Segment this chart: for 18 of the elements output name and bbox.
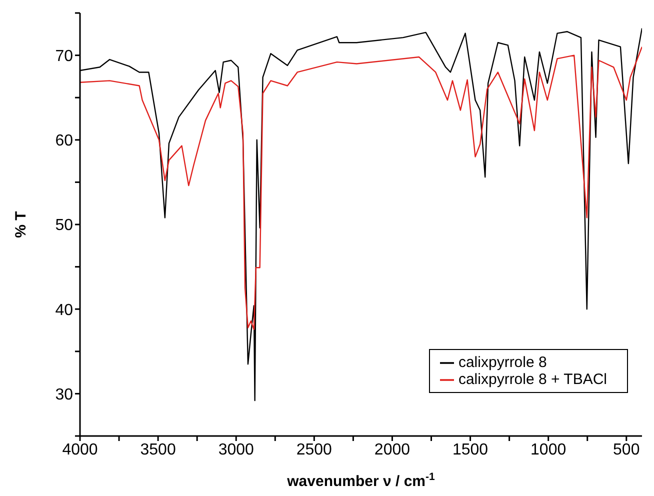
legend-label: calixpyrrole 8 [458,354,547,371]
y-axis-title: % T [12,211,30,238]
line-series [80,46,642,330]
x-tick-label: 2000 [374,441,410,458]
x-tick-label: 4000 [62,441,98,458]
x-tick-label: 2500 [296,441,332,458]
y-tick-label: 60 [55,132,74,150]
legend-label: calixpyrrole 8 + TBACl [458,371,607,388]
x-axis-title: wavenumber ν / cm$^{-1}$ [286,471,436,490]
y-tick-label: 30 [55,386,74,404]
x-tick-label: 3000 [218,441,254,458]
x-tick-label: 1500 [452,441,488,458]
y-tick-label: 70 [55,48,74,65]
x-tick-label: 3500 [140,441,176,458]
x-tick-label: 1000 [530,441,566,458]
y-tick-label: 40 [55,302,74,319]
y-tick-label: 50 [55,217,74,234]
x-tick-label: 500 [613,441,640,458]
